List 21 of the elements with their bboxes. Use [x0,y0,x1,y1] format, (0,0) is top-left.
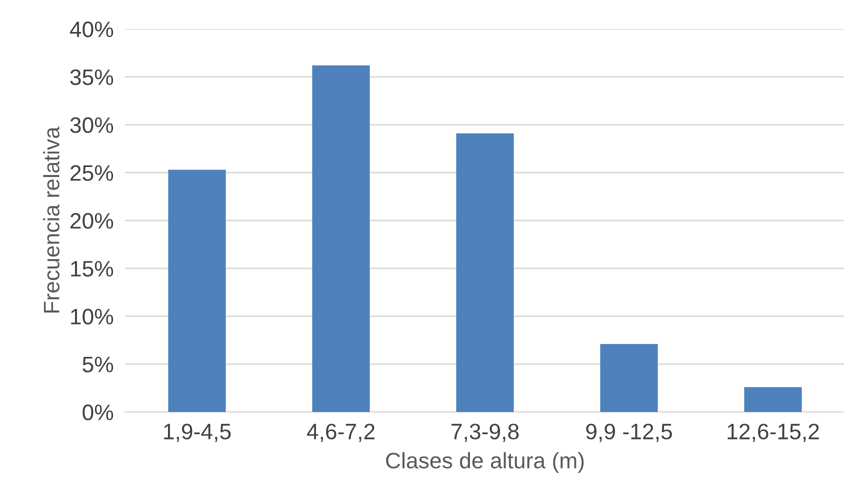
x-tick-label: 7,3-9,8 [452,424,519,442]
x-tick-label: 12,6-15,2 [728,424,819,442]
bar [744,387,802,412]
bar [312,65,370,412]
y-tick-label: 20% [70,213,114,229]
x-tick-label: 1,9-4,5 [164,424,231,442]
y-axis-title: Frecuencia relativa [43,126,60,313]
x-tick-label: 4,6-7,2 [306,424,374,442]
y-tick-label: 30% [70,117,114,134]
y-tick-label: 35% [70,69,114,86]
y-tick-label: 25% [70,165,114,181]
y-tick-label: 5% [82,356,114,372]
y-tick-label: 0% [82,404,114,420]
bar [600,344,658,412]
x-tick-label: 9,9 -12,5 [586,424,672,442]
y-tick-label: 40% [70,22,114,38]
y-tick-label: 15% [71,261,114,277]
x-axis-title: Clases de altura (m) [386,452,584,473]
y-tick-label: 10% [71,308,114,325]
bar [456,133,514,412]
bar [168,170,226,412]
